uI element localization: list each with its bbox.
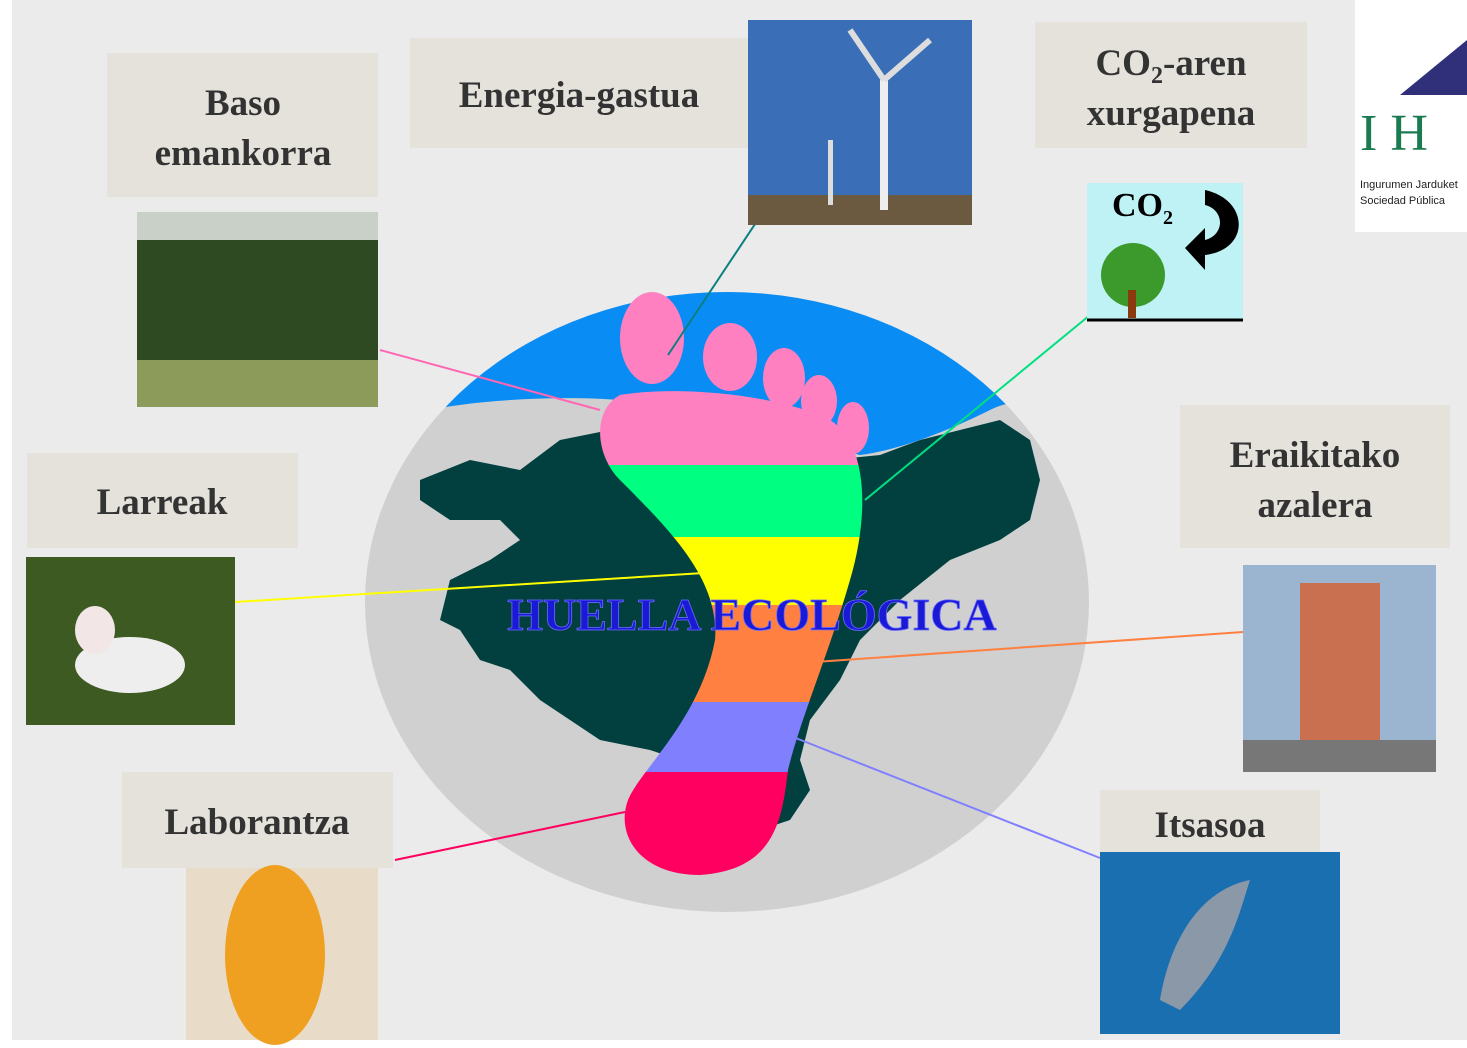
icon-subscript: 2 [1163, 207, 1173, 229]
page: HUELLA ECOLÓGICA Baso emankorra Energia-… [0, 0, 1467, 1048]
logo: I H Ingurumen Jarduket Sociedad Pública [1355, 0, 1467, 232]
toe [703, 323, 757, 391]
center-title: HUELLA ECOLÓGICA [507, 589, 997, 640]
label: Itsasoa [1154, 805, 1265, 846]
lamb-head [75, 606, 115, 654]
logo-text: Ingurumen Jarduket [1360, 179, 1458, 191]
street [1243, 740, 1436, 772]
toe [801, 375, 837, 427]
co2-icon: CO2 [1087, 183, 1243, 320]
toe [763, 348, 805, 408]
toe [620, 292, 684, 384]
corn-photo [186, 865, 378, 1045]
tree-trunk [1128, 290, 1136, 318]
label-part: -aren [1163, 43, 1247, 84]
toe [837, 402, 869, 454]
trees [137, 240, 378, 370]
building-photo [1243, 565, 1436, 772]
meadow [137, 360, 378, 407]
ground [748, 195, 972, 225]
label: Energia-gastua [459, 75, 700, 116]
slide: HUELLA ECOLÓGICA Baso emankorra Energia-… [0, 0, 1467, 1048]
lamb-photo [26, 557, 235, 725]
cob [225, 865, 325, 1045]
logo-text: Sociedad Pública [1360, 195, 1446, 207]
label-part: CO [1095, 43, 1151, 84]
label: CO2-aren [1095, 43, 1246, 89]
left-margin [0, 0, 12, 1048]
icon-text-part: CO [1112, 187, 1163, 224]
label: xurgapena [1087, 93, 1256, 134]
logo-letters: I H [1360, 105, 1428, 162]
label: Laborantza [165, 802, 350, 843]
wind-photo [748, 20, 972, 225]
label-box [107, 53, 378, 197]
tower [828, 140, 833, 205]
dolphin-photo [1100, 852, 1340, 1034]
label: emankorra [155, 133, 332, 174]
label: Eraikitako [1230, 435, 1401, 476]
tower [880, 80, 888, 210]
label-box [1180, 405, 1450, 548]
forest-photo [137, 212, 378, 407]
label: Larreak [97, 482, 228, 523]
label-subscript: 2 [1151, 63, 1163, 89]
label: azalera [1257, 485, 1372, 526]
label: Baso [205, 83, 281, 124]
sky [748, 20, 972, 225]
